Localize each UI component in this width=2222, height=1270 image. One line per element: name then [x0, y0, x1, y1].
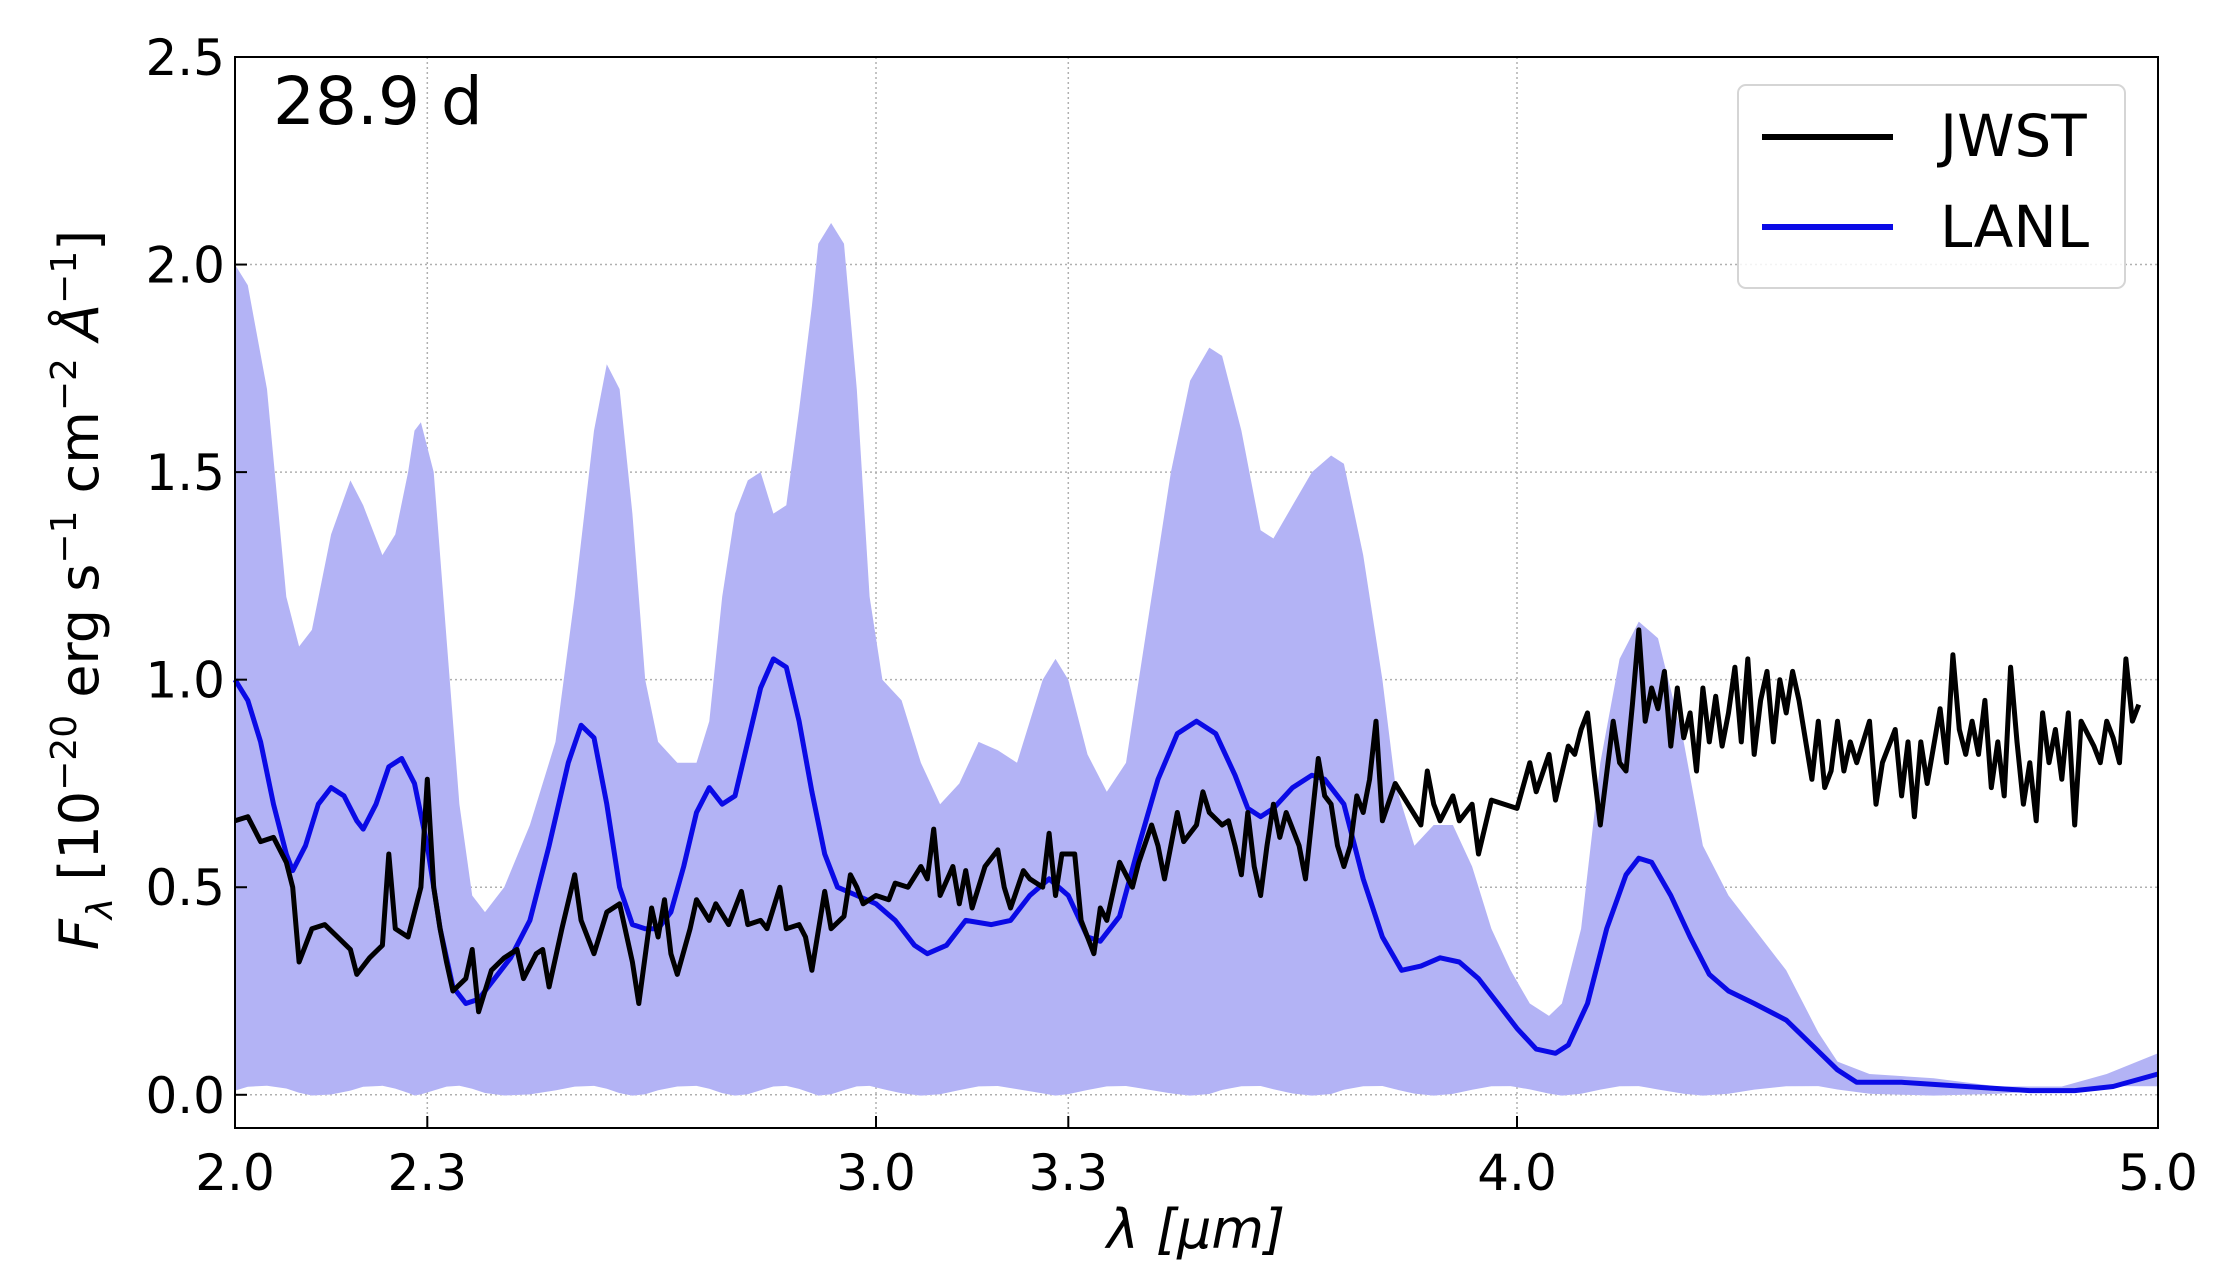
- y-tick-label: 1.0: [145, 652, 225, 710]
- axis-ticks: 2.0 2.3 3.0 3.3 4.0 5.0 0.0 0.5 1.0 1.5 2.0 2.5: [145, 29, 2197, 1202]
- ylabel-erg: erg s: [48, 564, 111, 715]
- ylabel-cm: cm: [48, 411, 111, 510]
- ylabel-unit-open: [10: [48, 791, 111, 898]
- x-tick-label: 4.0: [1477, 1144, 1557, 1202]
- plot-frame: [234, 56, 2159, 1129]
- ylabel-exp2: −1: [44, 511, 85, 564]
- y-tick-label: 2.5: [145, 29, 225, 87]
- ylabel-main: F: [48, 918, 111, 950]
- ylabel-exp1: −20: [44, 715, 85, 791]
- x-tick-label: 2.3: [388, 1144, 468, 1202]
- ylabel-exp3: −2: [44, 358, 85, 411]
- y-tick-label: 2.0: [145, 237, 225, 295]
- x-tick-label: 3.0: [836, 1144, 916, 1202]
- x-tick-label: 3.3: [1029, 1144, 1109, 1202]
- ylabel-sub: λ: [80, 898, 121, 921]
- y-tick-label: 0.0: [145, 1067, 225, 1125]
- series-lines: [232, 627, 2159, 1094]
- ylabel-close: ]: [48, 230, 111, 251]
- legend-label-lanl: LANL: [1940, 193, 2089, 261]
- epoch-annotation: 28.9 d: [273, 63, 483, 140]
- ylabel-exp4: −1: [44, 251, 85, 304]
- series-line-jwst: [234, 627, 2142, 1015]
- ylabel-ang: Å: [47, 304, 111, 358]
- lanl-range-band: [235, 223, 2158, 1096]
- y-tick-label: 0.5: [145, 859, 225, 917]
- x-tick-label: 5.0: [2118, 1144, 2198, 1202]
- legend: JWST LANL: [1737, 84, 2126, 289]
- y-tick-label: 1.5: [145, 444, 225, 502]
- x-tick-label: 2.0: [195, 1144, 275, 1202]
- y-axis-label: Fλ [10−20 erg s−1 cm−2 Å−1]: [44, 230, 121, 950]
- x-axis-label: λ [μm]: [1104, 1198, 1285, 1261]
- legend-label-jwst: JWST: [1937, 102, 2087, 170]
